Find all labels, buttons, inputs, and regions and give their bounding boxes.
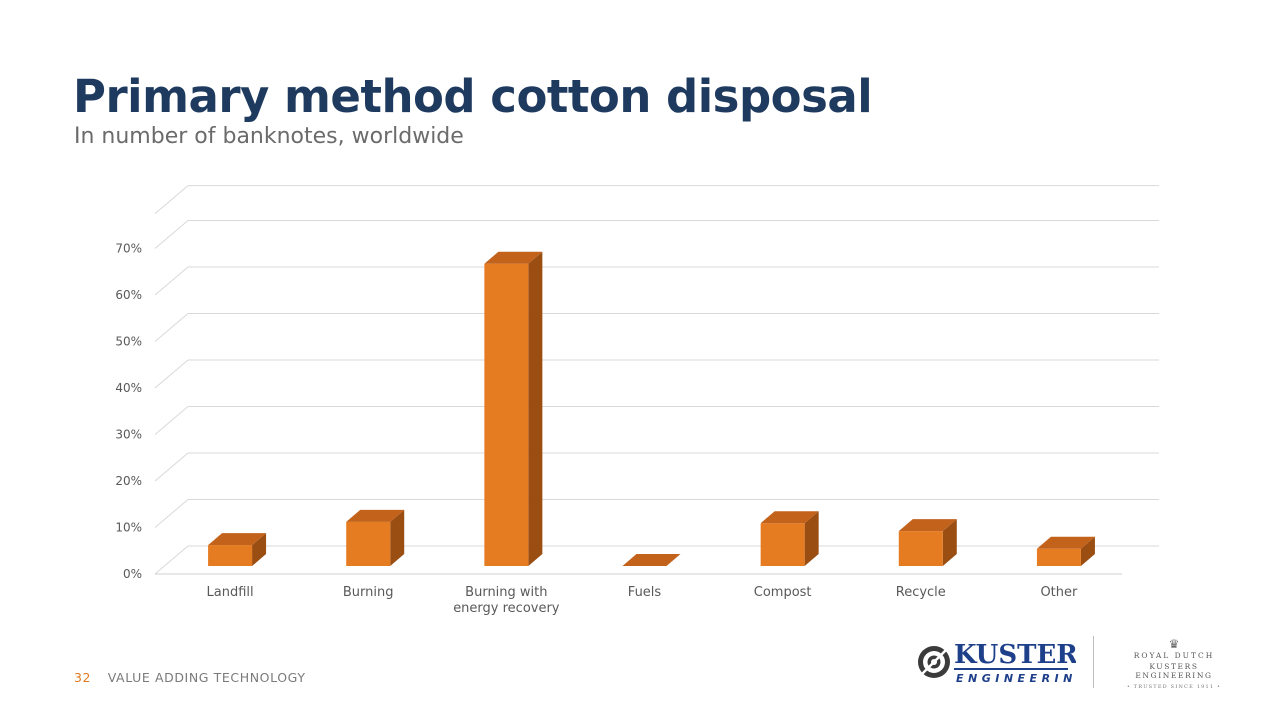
bar (898, 519, 957, 566)
bar (1036, 536, 1095, 566)
kusters-roll-icon (918, 646, 950, 678)
footer-text: VALUE ADDING TECHNOLOGY (107, 670, 306, 685)
logo-name-bottom: ENGINEERING (956, 672, 1076, 685)
gridline (154, 313, 1159, 342)
kusters-logo: KUSTERS ENGINEERING (918, 640, 1076, 685)
bar (760, 511, 819, 566)
logo-name-top: KUSTERS (954, 640, 1076, 670)
x-axis: Landfill Burning Burning with energy recove… (207, 585, 1079, 616)
x-tick-label: Compost (754, 585, 812, 600)
x-tick-label: Recycle (896, 585, 946, 600)
gridline (154, 266, 1159, 296)
badge-line-1: ROYAL DUTCH (1133, 651, 1215, 660)
y-tick-label: 70% (115, 242, 142, 256)
slide-title: Primary method cotton disposal (73, 70, 873, 123)
gridline (154, 220, 1159, 249)
slide-subtitle: In number of banknotes, worldwide (74, 124, 464, 149)
x-tick-label: Other (1040, 585, 1078, 600)
gridline (154, 359, 1159, 389)
x-tick-label: Fuels (628, 585, 662, 600)
logo-divider (1093, 636, 1094, 688)
x-tick-label: Burning with energy recovery (453, 585, 560, 616)
gridline (154, 185, 1159, 215)
page-number: 32 (74, 670, 92, 685)
x-tick-label: Landfill (207, 585, 254, 600)
badge-line-2: KUSTERS ENGINEERING (1135, 662, 1213, 680)
x-tick-label: Burning (343, 585, 394, 600)
royal-dutch-badge: ♛ ROYAL DUTCH KUSTERS ENGINEERING • TRUS… (1110, 638, 1238, 690)
y-tick-label: 40% (115, 381, 142, 395)
bar (622, 554, 681, 566)
slide-footer: 32 VALUE ADDING TECHNOLOGY (74, 670, 306, 685)
y-axis: 0% 10% 20% 30% 40% 50% 60% 70% (115, 242, 142, 582)
y-tick-label: 30% (115, 428, 142, 442)
gridline (154, 499, 1159, 528)
y-tick-label: 10% (115, 521, 142, 535)
gridline (154, 452, 1159, 482)
chart-bars (208, 251, 1095, 566)
chart-grid (154, 185, 1159, 575)
y-tick-label: 50% (115, 335, 142, 349)
bar (208, 533, 267, 566)
bar (346, 509, 405, 566)
gridline (154, 406, 1159, 435)
bar (484, 251, 543, 566)
crown-icon: ♛ (1168, 637, 1180, 651)
y-tick-label: 60% (115, 288, 142, 302)
y-tick-label: 0% (123, 567, 142, 581)
badge-line-3: • TRUSTED SINCE 1911 • (1126, 684, 1222, 690)
y-tick-label: 20% (115, 474, 142, 488)
